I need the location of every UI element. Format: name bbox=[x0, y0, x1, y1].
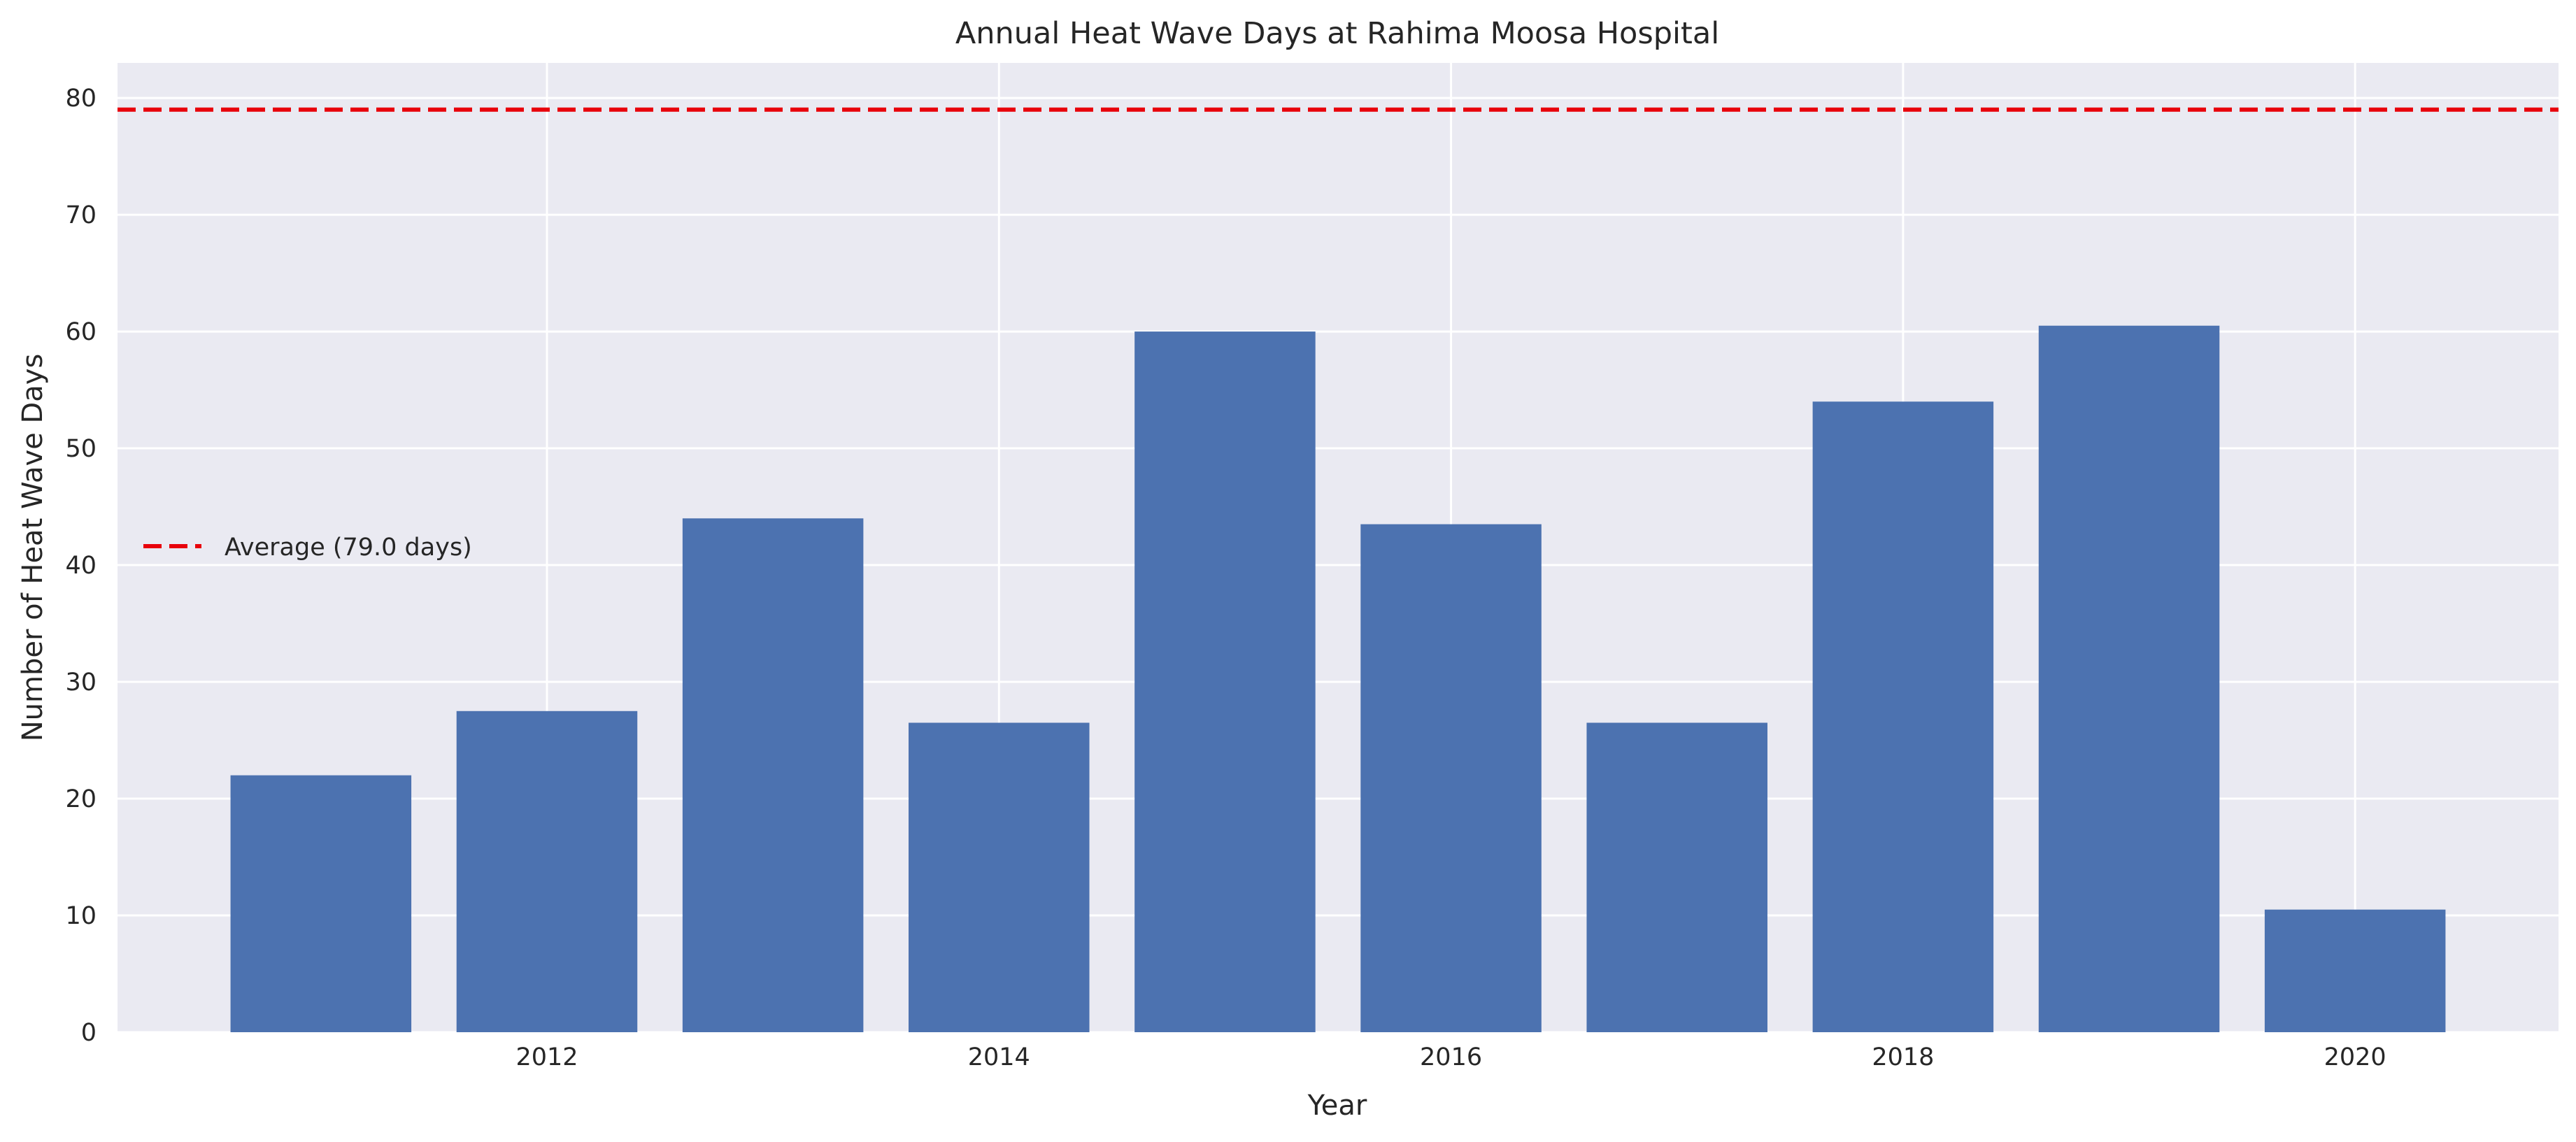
y-axis-label: Number of Heat Wave Days bbox=[17, 354, 49, 742]
y-tick-label: 40 bbox=[65, 552, 97, 580]
legend-label: Average (79.0 days) bbox=[225, 534, 472, 562]
x-tick-label: 2014 bbox=[968, 1043, 1030, 1071]
y-tick-label: 80 bbox=[65, 85, 97, 113]
bar bbox=[230, 775, 412, 1032]
y-tick-label: 60 bbox=[65, 318, 97, 346]
bar bbox=[2038, 325, 2220, 1032]
y-tick-label: 50 bbox=[65, 435, 97, 463]
bars bbox=[230, 325, 2446, 1033]
bar bbox=[2264, 909, 2446, 1032]
bar bbox=[682, 518, 864, 1032]
bar bbox=[1812, 401, 1994, 1032]
bar bbox=[909, 722, 1090, 1032]
legend: Average (79.0 days) bbox=[143, 534, 472, 562]
bar bbox=[456, 711, 638, 1032]
x-tick-labels: 2012 2014 2016 2018 2020 bbox=[515, 1043, 2386, 1071]
x-tick-label: 2016 bbox=[1420, 1043, 1482, 1071]
x-tick-label: 2018 bbox=[1872, 1043, 1934, 1071]
x-tick-label: 2020 bbox=[2324, 1043, 2386, 1071]
bar bbox=[1360, 524, 1542, 1032]
y-tick-label: 10 bbox=[65, 902, 97, 930]
bar bbox=[1586, 722, 1767, 1032]
x-axis-label: Year bbox=[1307, 1090, 1367, 1122]
chart-title: Annual Heat Wave Days at Rahima Moosa Ho… bbox=[955, 16, 1719, 51]
y-tick-label: 20 bbox=[65, 785, 97, 813]
y-tick-label: 0 bbox=[81, 1019, 97, 1047]
y-tick-labels: 0 10 20 30 40 50 60 70 80 bbox=[65, 85, 97, 1047]
x-tick-label: 2012 bbox=[515, 1043, 578, 1071]
y-tick-label: 30 bbox=[65, 669, 97, 697]
bar bbox=[1134, 331, 1316, 1033]
y-tick-label: 70 bbox=[65, 201, 97, 229]
